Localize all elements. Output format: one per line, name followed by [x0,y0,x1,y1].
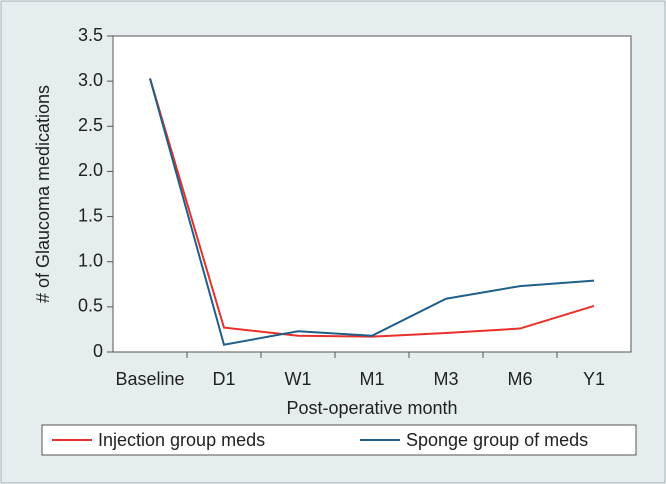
legend-label: Sponge group of meds [406,430,588,450]
x-tick-label: Y1 [583,369,605,389]
x-tick-label: M1 [359,369,384,389]
y-tick-label: 3.5 [78,25,103,45]
y-tick-label: 1.0 [78,250,103,270]
series-line [149,78,595,346]
legend-label: Injection group meds [98,430,265,450]
x-tick-label: Baseline [115,369,184,389]
y-tick-label: 2.5 [78,115,103,135]
x-tick-label: M6 [507,369,532,389]
y-tick-label: 0 [93,341,103,361]
legend [41,424,637,456]
y-tick-label: 1.5 [78,205,103,225]
x-axis-title: Post-operative month [286,398,457,418]
y-axis-title: # of Glaucoma medications [33,85,53,303]
x-tick-label: D1 [212,369,235,389]
y-tick-label: 3.0 [78,70,103,90]
y-tick-label: 2.0 [78,160,103,180]
x-tick-label: W1 [285,369,312,389]
y-tick-label: 0.5 [78,296,103,316]
plot-area [112,35,632,353]
x-tick-label: M3 [433,369,458,389]
